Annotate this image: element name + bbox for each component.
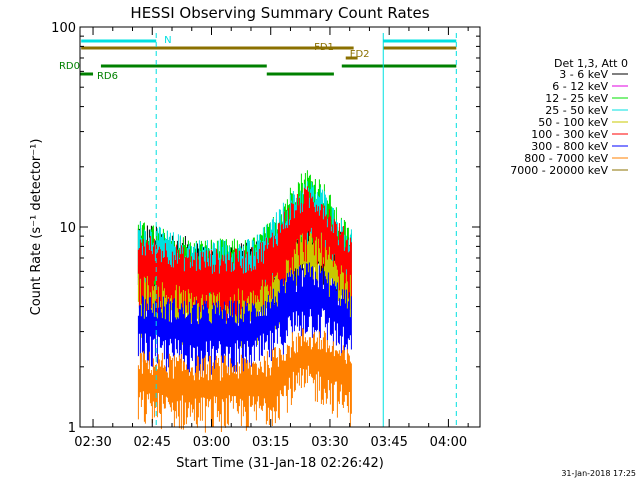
x-axis-ticks: 02:30 02:45 03:00 03:15 03:30 03:45 04:00 [74, 27, 469, 450]
legend-entry-100-300-kev: 100 - 300 keV [531, 128, 628, 141]
y-tick-label: 1 [68, 421, 76, 436]
x-tick-label: 03:00 [193, 435, 230, 450]
legend-label: 12 - 25 keV [545, 92, 608, 105]
x-tick-label: 04:00 [430, 435, 467, 450]
legend-entry-50-100-kev: 50 - 100 keV [538, 116, 628, 129]
series-300-800-kev [137, 262, 352, 378]
x-tick-label: 02:45 [134, 435, 171, 450]
legend-label: 3 - 6 keV [559, 68, 608, 81]
series-100-300-kev [137, 186, 352, 326]
legend-title: Det 1,3, Att 0 [554, 57, 628, 70]
legend-label: 25 - 50 keV [545, 104, 608, 117]
chart-title: HESSI Observing Summary Count Rates [130, 4, 429, 22]
y-axis-ticks: 1 10 100 [51, 21, 480, 436]
series-trace [137, 328, 352, 433]
legend-entry-25-50-kev: 25 - 50 keV [545, 104, 628, 117]
legend-entry-3-6-kev: 3 - 6 keV [559, 68, 628, 81]
legend-label: 50 - 100 keV [538, 116, 608, 129]
legend-entry-7000-20000-kev: 7000 - 20000 keV [510, 164, 628, 177]
legend-label: 300 - 800 keV [531, 140, 608, 153]
x-tick-label: 03:45 [370, 435, 407, 450]
series-trace [137, 262, 352, 378]
flag-label: RD0 [59, 61, 80, 72]
x-axis-label: Start Time (31-Jan-18 02:26:42) [176, 456, 384, 471]
legend-entry-300-800-kev: 300 - 800 keV [531, 140, 628, 153]
x-tick-label: 03:15 [252, 435, 289, 450]
legend-entry-800-7000-kev: 800 - 7000 keV [524, 152, 628, 165]
flag-label: N [164, 35, 171, 46]
flag-bars: N FD1 FD2 RD0 RD6 [59, 35, 457, 82]
flag-rd0: RD0 [59, 61, 457, 72]
legend-entry-6-12-kev: 6 - 12 keV [552, 80, 628, 93]
timestamp: 31-Jan-2018 17:25 [561, 469, 636, 478]
legend-label: 6 - 12 keV [552, 80, 608, 93]
legend-label: 800 - 7000 keV [524, 152, 608, 165]
flag-label: FD2 [350, 49, 370, 60]
flag-fd1: FD1 [81, 42, 457, 53]
data-layer [137, 170, 352, 433]
x-tick-label: 02:30 [74, 435, 111, 450]
series-800-7000-kev [137, 328, 352, 433]
legend-label: 100 - 300 keV [531, 128, 608, 141]
y-tick-label: 10 [59, 221, 76, 236]
legend-entry-12-25-kev: 12 - 25 keV [545, 92, 628, 105]
y-axis-label: Count Rate (s⁻¹ detector⁻¹) [29, 139, 44, 316]
series-trace [137, 186, 352, 326]
x-tick-label: 03:30 [311, 435, 348, 450]
flag-label: RD6 [97, 71, 118, 82]
flag-fd2: FD2 [345, 49, 370, 60]
y-tick-label: 100 [51, 21, 76, 36]
flag-rd6: RD6 [80, 71, 334, 82]
flag-label: FD1 [314, 42, 334, 53]
flag-n: N [81, 35, 457, 46]
legend-label: 7000 - 20000 keV [510, 164, 608, 177]
